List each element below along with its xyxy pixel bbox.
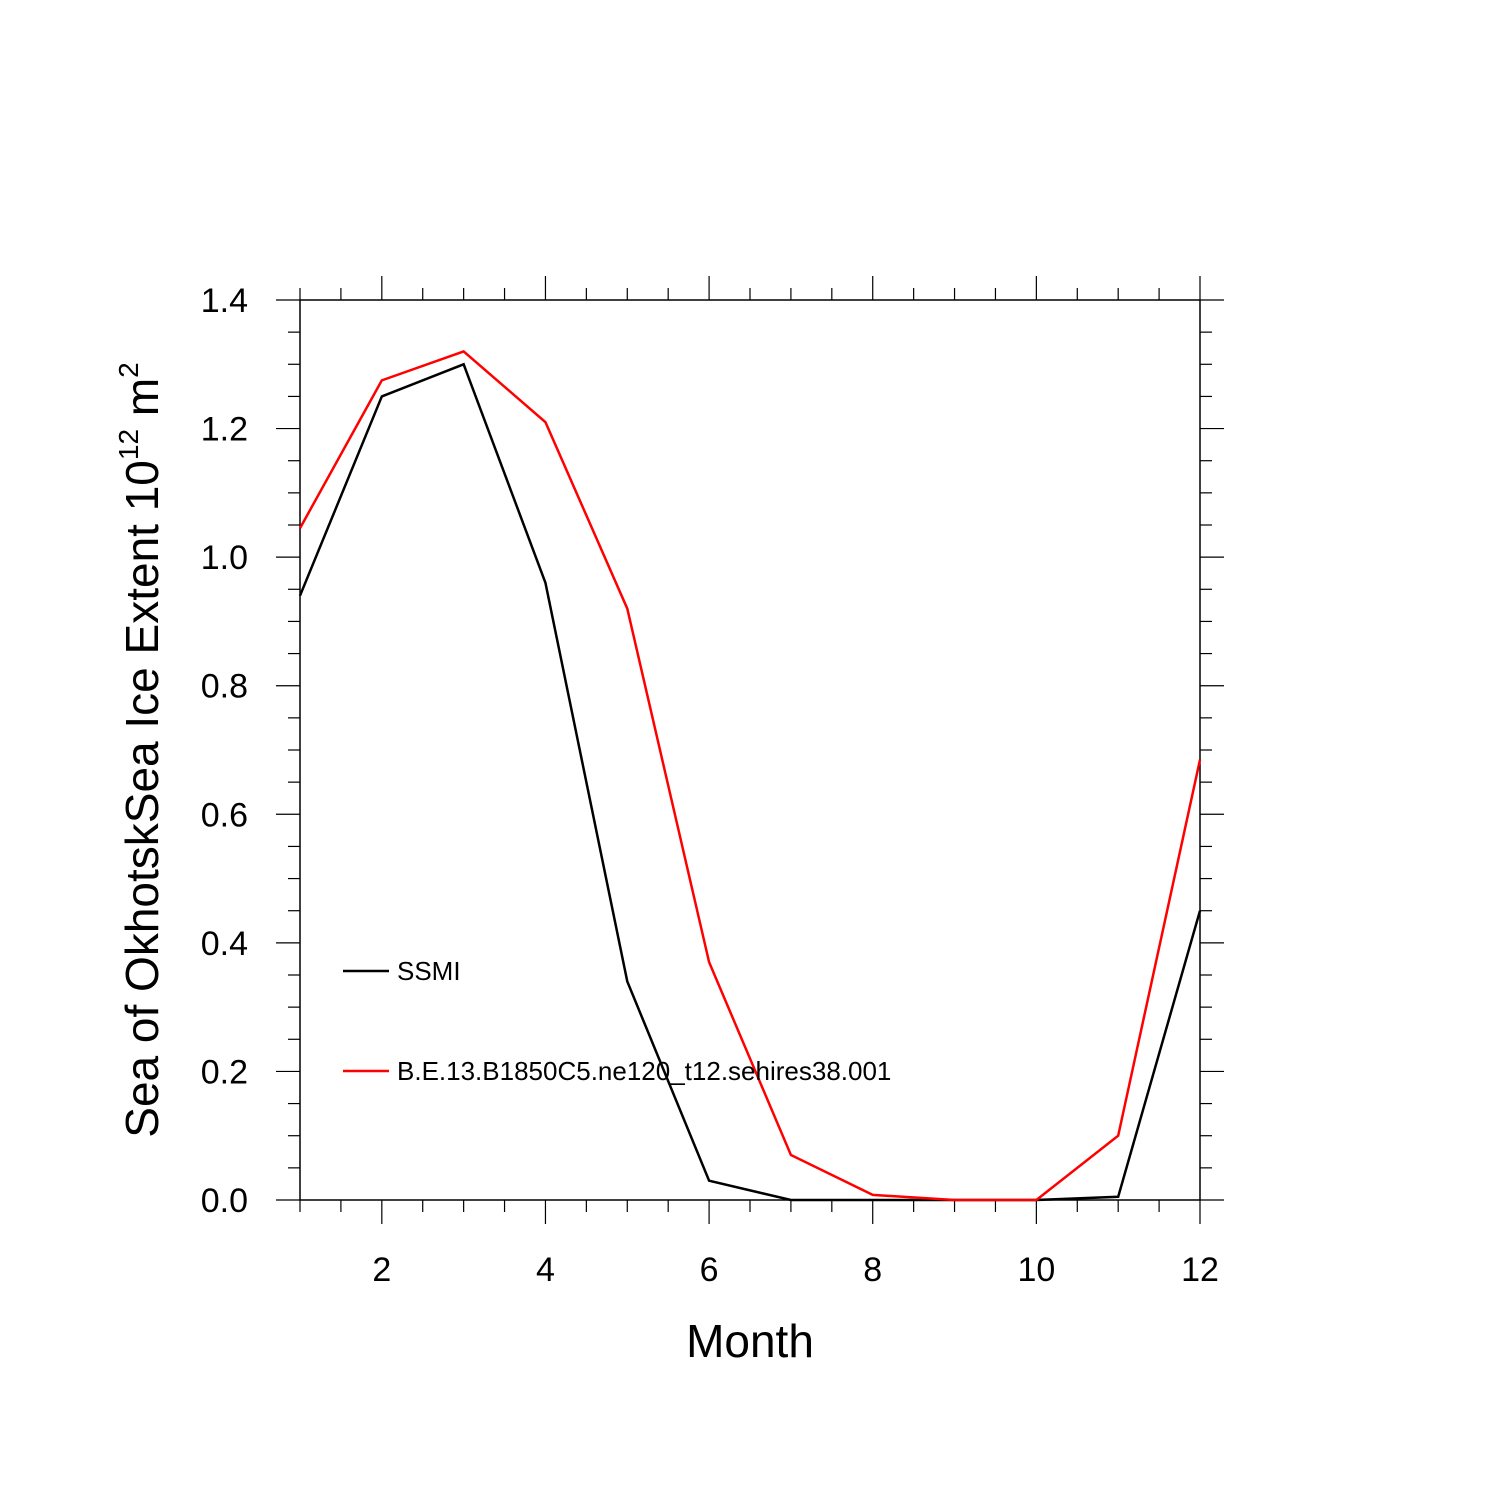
y-axis-title-main: Sea of OkhotskSea Ice Extent 10 [116,460,168,1138]
axis-tick-labels: 2 4 6 8 10 12 0.0 0.2 0.4 0.6 0.8 1.0 1.2 1.4 [201,282,1219,1289]
legend: SSMI B.E.13.B1850C5.ne120_t12.sehires38.0… [343,956,891,1086]
x-tick-label: 8 [863,1251,882,1289]
y-tick-label: 0.4 [201,925,248,963]
y-tick-label: 1.4 [201,282,248,320]
y-tick-label: 0.8 [201,668,248,706]
x-tick-label: 4 [536,1251,555,1289]
legend-label: B.E.13.B1850C5.ne120_t12.sehires38.001 [397,1056,891,1086]
series-line-1 [298,362,1202,1202]
series-line-2 [298,350,1202,1202]
x-tick-label: 12 [1181,1251,1219,1289]
y-axis-title: Sea of OkhotskSea Ice Extent 1012 m2 [113,362,168,1137]
y-axis-title-unit-exponent: 2 [113,362,144,378]
series-lines [298,350,1202,1202]
y-axis-title-unit: m [116,378,168,429]
y-tick-label: 1.0 [201,539,248,577]
legend-label: SSMI [397,956,461,986]
y-tick-label: 0.0 [201,1182,248,1220]
axis-ticks [276,276,1224,1224]
y-tick-label: 0.6 [201,796,248,834]
x-tick-label: 6 [700,1251,719,1289]
y-tick-label: 1.2 [201,411,248,449]
x-tick-label: 10 [1017,1251,1055,1289]
y-tick-label: 0.2 [201,1053,248,1091]
y-axis-title-exponent: 12 [113,429,144,460]
x-tick-label: 2 [372,1251,391,1289]
x-axis-title: Month [686,1315,814,1367]
